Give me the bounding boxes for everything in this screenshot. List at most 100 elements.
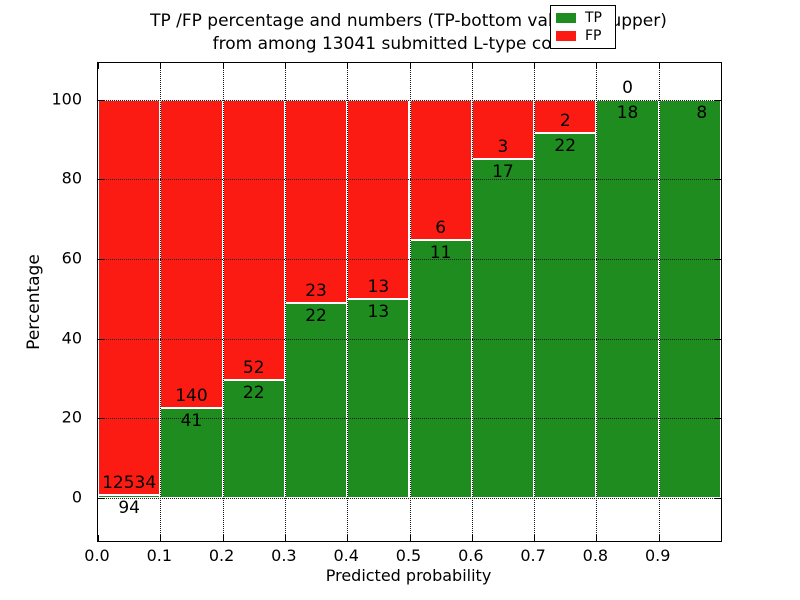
x-tick-label: 0.7 — [520, 546, 546, 565]
tp-count-label: 8 — [696, 102, 708, 123]
tp-bar-segment — [284, 303, 348, 498]
y-tick-label: 20 — [61, 407, 82, 427]
x-tick-label: 0.4 — [333, 546, 359, 565]
y-tick-label: 60 — [61, 248, 82, 268]
y-tick-label: 80 — [61, 168, 82, 188]
tp-count-label: 11 — [429, 243, 452, 264]
fp-bar-segment — [284, 99, 348, 304]
fp-count-label: 3 — [497, 137, 509, 158]
legend: TP FP — [550, 5, 616, 49]
x-tick-mark-bottom — [721, 535, 722, 541]
fp-bar-segment — [98, 99, 161, 495]
x-gridline — [596, 63, 598, 541]
tp-legend-swatch — [556, 13, 576, 23]
y-tick-mark-right — [715, 179, 721, 181]
x-gridline — [471, 63, 473, 541]
x-tick-label: 0.1 — [146, 546, 173, 565]
tp-bar-segment — [596, 99, 659, 498]
tp-count-label: 22 — [554, 135, 577, 156]
fp-count-label: 23 — [305, 281, 327, 302]
x-axis-label: Predicted probability — [325, 566, 492, 585]
x-tick-mark-top — [98, 63, 99, 69]
fp-count-label: 140 — [175, 385, 208, 406]
x-tick-label: 0.6 — [458, 546, 484, 565]
y-tick-mark-left — [98, 497, 104, 499]
x-tick-mark-bottom — [409, 535, 411, 541]
x-tick-mark-bottom — [596, 535, 598, 541]
x-tick-label: 0.8 — [582, 546, 609, 565]
chart-title-line2: from among 13041 submitted L-type contac… — [212, 34, 605, 55]
y-tick-label: 100 — [51, 89, 82, 109]
x-tick-label: 0.5 — [395, 546, 422, 565]
x-tick-mark-top — [347, 63, 349, 69]
legend-entry: FP — [551, 29, 615, 43]
plot-area: 12534 94 140 41 52 22 23 22 13 13 6 11 3 17 2 22 0 18 8 — [97, 62, 722, 542]
tp-count-label: 22 — [242, 382, 265, 403]
y-tick-mark-right — [715, 338, 721, 340]
x-tick-mark-top — [160, 63, 162, 69]
x-tick-label: 0.3 — [271, 546, 297, 565]
y-tick-mark-left — [98, 258, 104, 260]
fp-bar-segment — [160, 99, 223, 408]
fp-legend-swatch — [556, 31, 576, 41]
fp-bar-segment — [347, 99, 410, 299]
fp-count-label: 13 — [367, 276, 390, 297]
x-tick-mark-bottom — [471, 535, 473, 541]
y-tick-label: 40 — [61, 328, 82, 348]
tp-bar-segment — [409, 240, 472, 498]
y-tick-mark-right — [715, 99, 721, 101]
x-gridline — [284, 63, 286, 541]
x-tick-label: 0.0 — [84, 546, 110, 565]
tp-bar-segment — [658, 99, 721, 498]
x-tick-mark-bottom — [347, 535, 349, 541]
x-tick-mark-top — [409, 63, 411, 69]
fp-count-label: 2 — [559, 110, 571, 131]
tp-count-label: 94 — [118, 498, 140, 519]
tp-bar-segment — [347, 298, 410, 498]
fp-count-label: 0 — [622, 77, 633, 98]
tp-count-label: 41 — [180, 410, 203, 431]
legend-entry: TP — [551, 11, 615, 25]
fp-bar-segment — [222, 99, 285, 380]
x-tick-mark-bottom — [160, 535, 162, 541]
fp-bar-segment — [471, 99, 535, 160]
y-tick-mark-left — [98, 99, 104, 101]
tp-count-label: 18 — [616, 102, 639, 123]
tp-bar-segment — [98, 495, 161, 498]
x-gridline — [658, 63, 660, 541]
y-tick-mark-left — [98, 338, 104, 340]
legend-label: FP — [585, 28, 602, 44]
x-tick-mark-bottom — [284, 535, 286, 541]
x-gridline — [347, 63, 349, 541]
x-tick-mark-top — [721, 63, 722, 69]
x-gridline — [409, 63, 411, 541]
tp-count-label: 13 — [367, 301, 390, 322]
x-tick-mark-bottom — [222, 535, 224, 541]
fp-count-label: 12534 — [102, 473, 157, 494]
legend-label: TP — [585, 10, 602, 26]
x-tick-mark-bottom — [658, 535, 660, 541]
x-tick-mark-top — [284, 63, 286, 69]
fp-count-label: 6 — [435, 218, 447, 239]
x-tick-mark-top — [596, 63, 598, 69]
x-gridline — [222, 63, 224, 541]
x-tick-label: 0.9 — [644, 546, 671, 565]
x-gridline — [534, 63, 536, 541]
x-tick-mark-top — [658, 63, 660, 69]
chart-title: TP /FP percentage and numbers (TP-bottom… — [97, 10, 720, 57]
x-tick-mark-top — [534, 63, 536, 69]
y-axis-label: Percentage — [24, 254, 44, 350]
y-tick-label: 0 — [71, 487, 82, 507]
y-tick-mark-left — [98, 418, 104, 420]
x-tick-mark-bottom — [534, 535, 536, 541]
y-tick-mark-left — [98, 179, 104, 181]
x-tick-mark-top — [471, 63, 473, 69]
x-tick-mark-bottom — [98, 535, 99, 541]
x-gridline — [160, 63, 162, 541]
tp-count-label: 17 — [492, 162, 514, 183]
y-tick-mark-right — [715, 497, 721, 499]
x-tick-mark-top — [222, 63, 224, 69]
tp-bar-segment — [534, 132, 597, 498]
x-tick-label: 0.2 — [208, 546, 235, 565]
